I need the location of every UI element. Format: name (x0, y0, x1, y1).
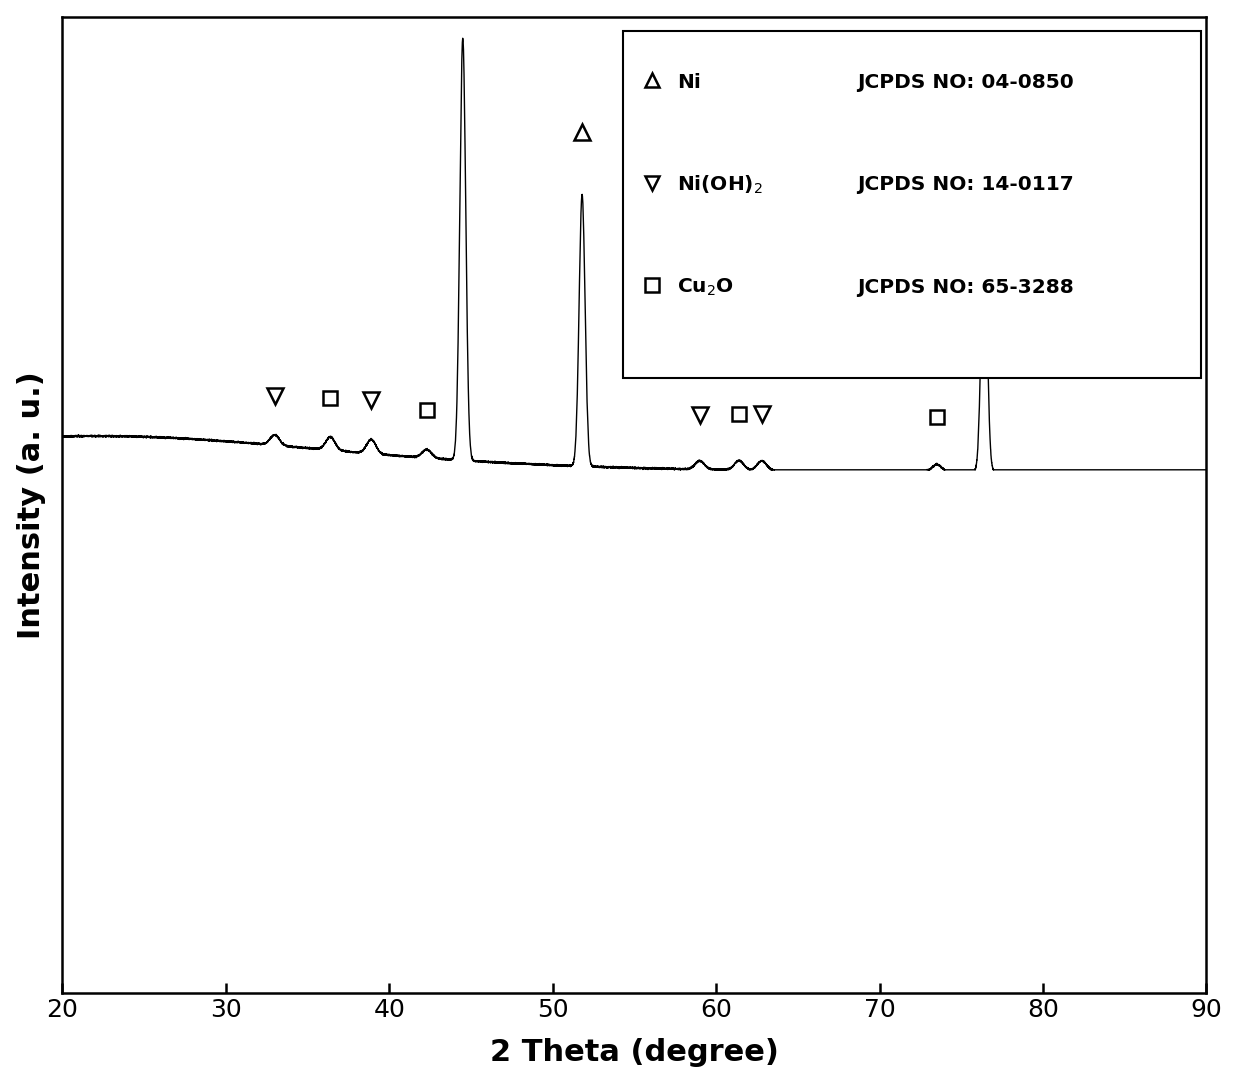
Text: JCPDS NO: 65-3288: JCPDS NO: 65-3288 (857, 278, 1074, 297)
Text: Ni(OH)$_2$: Ni(OH)$_2$ (676, 173, 762, 196)
Text: JCPDS NO: 04-0850: JCPDS NO: 04-0850 (857, 73, 1074, 91)
Y-axis label: Intensity (a. u.): Intensity (a. u.) (16, 371, 46, 638)
Text: Ni: Ni (676, 73, 700, 91)
Text: Cu$_2$O: Cu$_2$O (676, 276, 733, 298)
X-axis label: 2 Theta (degree): 2 Theta (degree) (489, 1038, 779, 1068)
FancyBboxPatch shape (623, 31, 1201, 378)
Text: JCPDS NO: 14-0117: JCPDS NO: 14-0117 (857, 175, 1074, 194)
